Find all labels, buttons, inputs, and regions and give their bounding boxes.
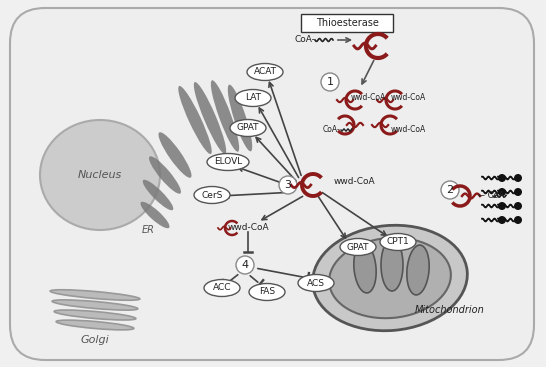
- Text: ELOVL: ELOVL: [214, 157, 242, 167]
- Ellipse shape: [329, 238, 451, 318]
- Ellipse shape: [194, 82, 226, 154]
- Ellipse shape: [340, 239, 376, 255]
- Text: Mitochondrion: Mitochondrion: [415, 305, 485, 315]
- Ellipse shape: [149, 156, 181, 194]
- Ellipse shape: [178, 86, 212, 154]
- Text: CerS: CerS: [201, 190, 223, 200]
- Text: Thioesterase: Thioesterase: [316, 18, 378, 28]
- Ellipse shape: [207, 153, 249, 171]
- Ellipse shape: [354, 243, 376, 293]
- FancyBboxPatch shape: [10, 8, 534, 360]
- Ellipse shape: [143, 180, 173, 210]
- Ellipse shape: [140, 202, 169, 228]
- FancyBboxPatch shape: [301, 14, 393, 32]
- Text: ACC: ACC: [213, 283, 232, 292]
- Circle shape: [279, 176, 297, 194]
- Ellipse shape: [56, 320, 134, 330]
- Circle shape: [514, 216, 522, 224]
- Circle shape: [514, 174, 522, 182]
- Circle shape: [498, 202, 506, 210]
- Ellipse shape: [158, 132, 192, 178]
- Ellipse shape: [230, 120, 266, 137]
- Text: CoA-: CoA-: [294, 36, 315, 44]
- Ellipse shape: [380, 233, 416, 251]
- Text: wwd-CoA: wwd-CoA: [390, 126, 426, 134]
- Circle shape: [514, 202, 522, 210]
- Text: ACAT: ACAT: [253, 68, 276, 76]
- Ellipse shape: [235, 90, 271, 106]
- Text: GPAT: GPAT: [237, 124, 259, 132]
- Text: Nucleus: Nucleus: [78, 170, 122, 180]
- Text: ← CoA-: ← CoA-: [478, 192, 507, 200]
- Ellipse shape: [228, 85, 252, 151]
- Text: ACS: ACS: [307, 279, 325, 287]
- Text: CPT1: CPT1: [387, 237, 410, 247]
- Ellipse shape: [407, 245, 429, 295]
- Ellipse shape: [249, 283, 285, 301]
- Ellipse shape: [211, 80, 239, 152]
- Ellipse shape: [40, 120, 160, 230]
- Ellipse shape: [247, 63, 283, 80]
- Text: LAT: LAT: [245, 94, 261, 102]
- Circle shape: [321, 73, 339, 91]
- Ellipse shape: [52, 300, 138, 310]
- Circle shape: [498, 188, 506, 196]
- Text: FAS: FAS: [259, 287, 275, 297]
- Ellipse shape: [204, 280, 240, 297]
- Ellipse shape: [313, 225, 467, 331]
- Text: CoA-: CoA-: [322, 126, 340, 134]
- Ellipse shape: [298, 275, 334, 291]
- Text: ER: ER: [141, 225, 155, 235]
- Text: Golgi: Golgi: [81, 335, 109, 345]
- Text: GPAT: GPAT: [347, 243, 369, 251]
- Circle shape: [236, 256, 254, 274]
- Ellipse shape: [194, 186, 230, 203]
- Text: wwd-CoA: wwd-CoA: [390, 92, 426, 102]
- Ellipse shape: [381, 239, 403, 291]
- Text: 4: 4: [241, 260, 248, 270]
- Ellipse shape: [50, 290, 140, 300]
- Text: 3: 3: [284, 180, 292, 190]
- Text: wwd-CoA: wwd-CoA: [351, 92, 385, 102]
- Text: wwd-CoA: wwd-CoA: [227, 224, 269, 233]
- Circle shape: [498, 174, 506, 182]
- Text: 1: 1: [327, 77, 334, 87]
- Text: wwd-CoA: wwd-CoA: [334, 177, 376, 185]
- Circle shape: [441, 181, 459, 199]
- Ellipse shape: [54, 310, 136, 320]
- Text: 2: 2: [447, 185, 454, 195]
- Circle shape: [514, 188, 522, 196]
- Circle shape: [498, 216, 506, 224]
